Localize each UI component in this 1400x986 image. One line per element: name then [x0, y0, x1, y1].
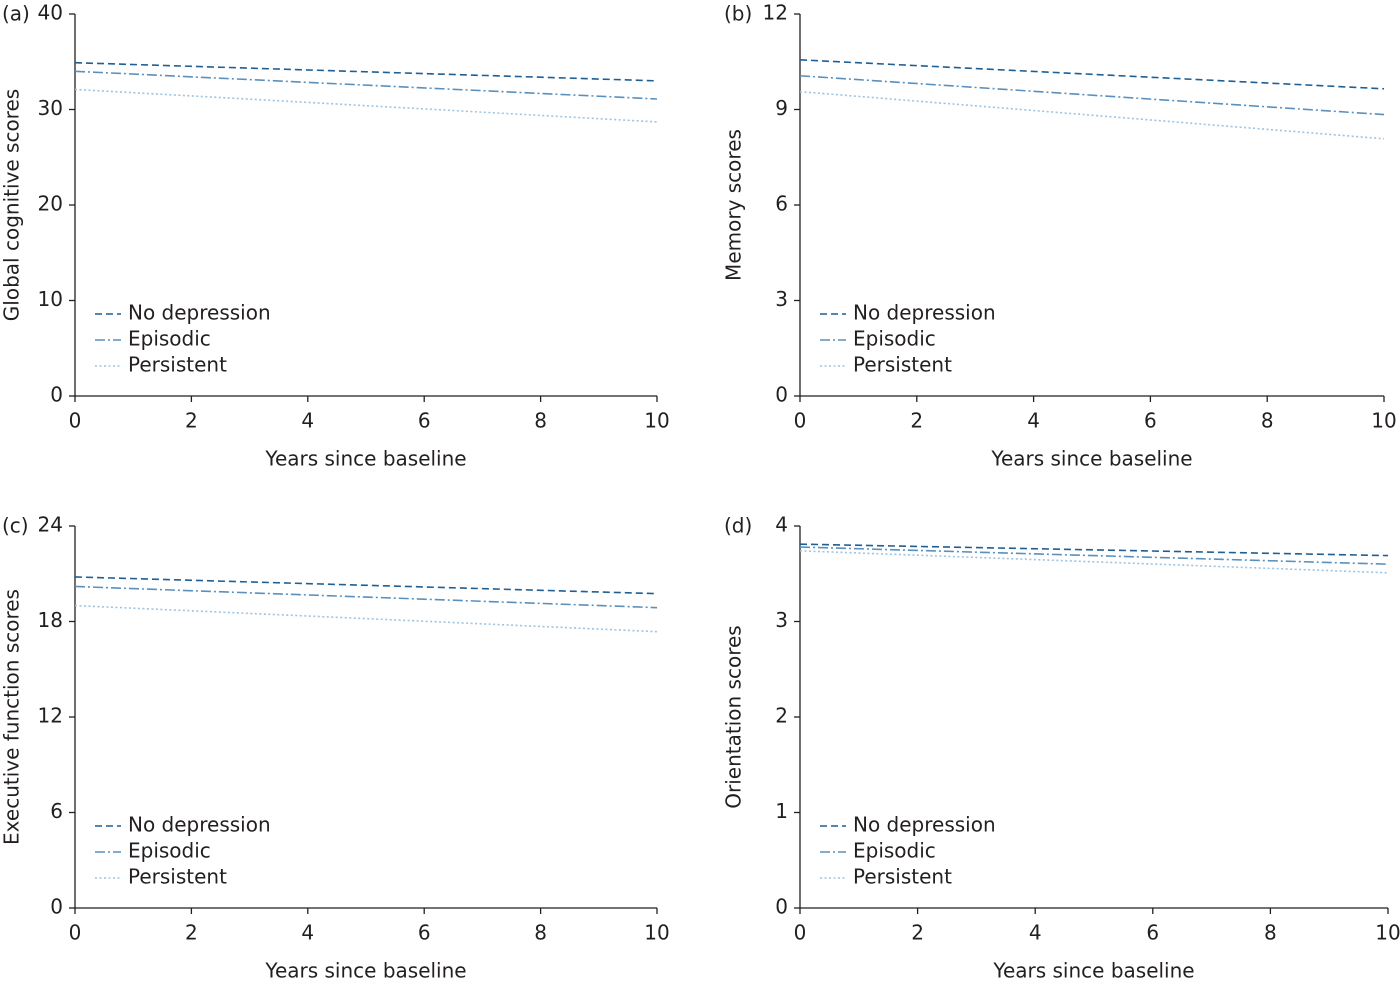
- y-tick-label: 9: [775, 96, 788, 120]
- y-tick-label: 0: [50, 895, 63, 919]
- x-tick-label: 4: [301, 409, 314, 433]
- y-tick-label: 4: [775, 513, 788, 537]
- x-tick-label: 4: [1027, 409, 1040, 433]
- legend-label: Persistent: [853, 353, 952, 377]
- y-tick-label: 12: [763, 1, 788, 25]
- y-axis-label: Orientation scores: [722, 625, 746, 808]
- legend-label: Persistent: [128, 865, 227, 889]
- x-axis-label: Years since baseline: [264, 447, 466, 471]
- y-tick-label: 0: [50, 383, 63, 407]
- series-line: [799, 90, 1385, 140]
- x-tick-label: 0: [794, 409, 807, 433]
- x-tick-label: 6: [418, 921, 431, 945]
- y-tick-label: 0: [775, 383, 788, 407]
- series-line: [799, 74, 1385, 116]
- series-line: [799, 546, 1389, 565]
- y-tick-label: 18: [38, 608, 63, 632]
- y-axis-label: Executive function scores: [0, 589, 24, 845]
- x-tick-label: 2: [185, 921, 198, 945]
- panel-label: (b): [724, 2, 752, 26]
- x-tick-label: 10: [1371, 409, 1396, 433]
- legend-label: Persistent: [853, 865, 952, 889]
- y-tick-label: 3: [775, 287, 788, 311]
- x-tick-label: 8: [534, 921, 547, 945]
- y-tick-label: 12: [38, 704, 63, 728]
- series-line: [799, 59, 1385, 90]
- y-tick-label: 10: [38, 287, 63, 311]
- x-tick-label: 6: [1144, 409, 1157, 433]
- x-tick-label: 6: [1146, 921, 1159, 945]
- y-tick-label: 2: [775, 704, 788, 728]
- legend-label: No depression: [853, 301, 996, 325]
- series-line: [74, 70, 658, 100]
- legend-label: Episodic: [853, 839, 936, 863]
- x-tick-label: 2: [185, 409, 198, 433]
- y-tick-label: 6: [775, 192, 788, 216]
- legend-label: Episodic: [128, 327, 211, 351]
- x-tick-label: 4: [1029, 921, 1042, 945]
- x-tick-label: 4: [301, 921, 314, 945]
- y-tick-label: 6: [50, 799, 63, 823]
- y-axis-label: Memory scores: [722, 129, 746, 281]
- x-tick-label: 8: [1261, 409, 1274, 433]
- x-axis-label: Years since baseline: [990, 447, 1192, 471]
- legend-label: Persistent: [128, 353, 227, 377]
- panel-label: (d): [724, 514, 752, 538]
- panel-label: (c): [2, 514, 29, 538]
- x-tick-label: 6: [418, 409, 431, 433]
- series-line: [74, 61, 658, 82]
- x-tick-label: 8: [1264, 921, 1277, 945]
- y-tick-label: 24: [38, 513, 63, 537]
- y-tick-label: 40: [38, 1, 63, 25]
- y-axis-label: Global cognitive scores: [0, 89, 24, 321]
- x-tick-label: 10: [644, 921, 669, 945]
- x-tick-label: 0: [69, 921, 82, 945]
- y-tick-label: 30: [38, 96, 63, 120]
- x-tick-label: 2: [911, 921, 924, 945]
- panel-label: (a): [2, 2, 30, 26]
- x-tick-label: 2: [910, 409, 923, 433]
- x-axis-label: Years since baseline: [264, 959, 466, 983]
- legend-label: Episodic: [853, 327, 936, 351]
- series-line: [799, 550, 1389, 574]
- x-axis-label: Years since baseline: [992, 959, 1194, 983]
- x-tick-label: 8: [534, 409, 547, 433]
- legend-label: Episodic: [128, 839, 211, 863]
- series-line: [74, 604, 658, 633]
- y-tick-label: 20: [38, 192, 63, 216]
- x-tick-label: 10: [644, 409, 669, 433]
- legend-label: No depression: [853, 813, 996, 837]
- x-tick-label: 10: [1375, 921, 1400, 945]
- y-tick-label: 0: [775, 895, 788, 919]
- x-tick-label: 0: [794, 921, 807, 945]
- y-tick-label: 3: [775, 608, 788, 632]
- series-line: [799, 543, 1389, 557]
- series-line: [74, 576, 658, 595]
- legend-label: No depression: [128, 301, 271, 325]
- y-tick-label: 1: [775, 799, 788, 823]
- series-line: [74, 585, 658, 609]
- legend-label: No depression: [128, 813, 271, 837]
- x-tick-label: 0: [69, 409, 82, 433]
